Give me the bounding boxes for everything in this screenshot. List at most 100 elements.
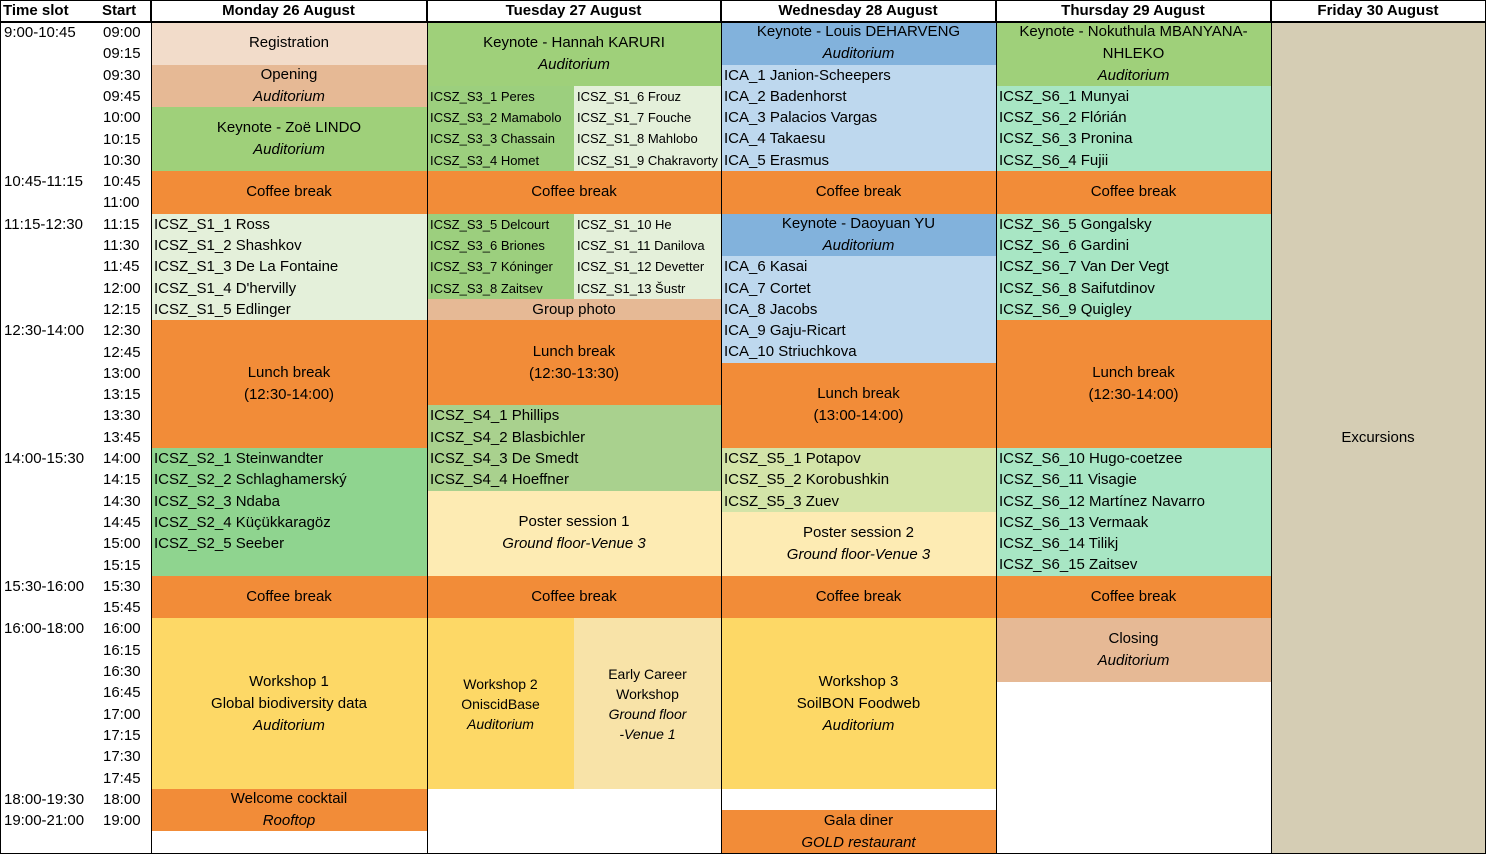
session-entry: ICSZ_S1_7 Fouche xyxy=(577,110,692,126)
header-day-wednesday: Wednesday 28 August xyxy=(721,0,996,22)
session-entry: ICA_5 Erasmus xyxy=(724,151,830,169)
block-title-line: Early Career xyxy=(608,665,687,682)
block-session-s1-tue-b: ICSZ_S1_6 Frouz ICSZ_S1_7 Fouche ICSZ_S1_8… xyxy=(574,85,721,172)
grid-vertical-line xyxy=(721,0,722,854)
start-time-label: 09:15 xyxy=(103,45,141,63)
block-opening: Opening Auditorium xyxy=(151,64,427,108)
session-entry: ICSZ_S1_6 Frouz xyxy=(577,88,682,104)
block-poster-session-2: Poster session 2 Ground floor-Venue 3 xyxy=(721,511,996,576)
session-entry: ICSZ_S3_4 Homet xyxy=(430,152,540,168)
start-time-label: 16:45 xyxy=(103,684,141,702)
session-entry: ICA_8 Jacobs xyxy=(724,300,818,318)
session-entry: ICA_4 Takaesu xyxy=(724,130,826,148)
block-venue-line: Auditorium xyxy=(822,45,895,63)
start-time-label: 14:45 xyxy=(103,513,141,531)
block-title-line: Opening xyxy=(260,65,318,83)
session-entry: ICSZ_S6_4 Fujii xyxy=(999,151,1109,169)
block-venue-line: Auditorium xyxy=(467,715,534,732)
session-entry: ICSZ_S6_3 Pronina xyxy=(999,130,1133,148)
time-slot-label: 19:00-21:00 xyxy=(4,812,85,830)
session-entry: ICSZ_S1_11 Danilova xyxy=(577,237,705,253)
block-title-line: Workshop xyxy=(616,685,679,702)
block-coffee-mon-2: Coffee break xyxy=(151,575,427,619)
block-venue-line: Rooftop xyxy=(262,812,316,830)
block-venue-line: Auditorium xyxy=(822,236,895,254)
session-entry: ICSZ_S1_10 He xyxy=(577,216,672,232)
block-title-line: Keynote - Daoyuan YU xyxy=(781,214,936,232)
block-title-line: Coffee break xyxy=(1090,588,1177,606)
session-entry: ICA_3 Palacios Vargas xyxy=(724,109,878,127)
block-session-s6-thu-2: ICSZ_S6_5 Gongalsky ICSZ_S6_6 Gardini ICSZ… xyxy=(996,213,1271,321)
grid-top-line xyxy=(0,0,1486,1)
start-time-label: 14:00 xyxy=(103,450,141,467)
block-title-line: Workshop 1 xyxy=(249,672,329,690)
grid-vertical-line xyxy=(427,0,428,854)
block-closing: Closing Auditorium xyxy=(996,618,1271,683)
start-time-label: 16:15 xyxy=(103,641,141,659)
block-group-photo: Group photo xyxy=(427,298,721,321)
start-time-label: 12:00 xyxy=(103,279,141,297)
block-session-s5-wed: ICSZ_S5_1 Potapov ICSZ_S5_2 Korobushkin IC… xyxy=(721,448,996,512)
start-time-label: 17:15 xyxy=(103,726,141,744)
session-entry: ICA_7 Cortet xyxy=(724,279,811,297)
start-time-label: 09:45 xyxy=(103,87,141,105)
start-time-label: 12:15 xyxy=(103,300,141,318)
start-time-label: 09:00 xyxy=(103,24,141,41)
time-slot-label: 11:15-12:30 xyxy=(4,215,83,233)
session-entry: ICSZ_S1_5 Edlinger xyxy=(154,300,291,318)
block-title-line: Coffee break xyxy=(246,183,332,201)
block-venue-line: Ground floor-Venue 3 xyxy=(502,535,646,553)
block-excursions: Excursions xyxy=(1271,22,1485,853)
block-title-line: Keynote - Louis DEHARVENG xyxy=(756,23,961,41)
block-coffee-wed-1: Coffee break xyxy=(721,171,996,214)
time-slot-label: 16:00-18:00 xyxy=(4,620,85,638)
session-entry: ICSZ_S6_12 Martínez Navarro xyxy=(999,492,1205,510)
block-title-line: Lunch break xyxy=(247,364,331,382)
start-time-label: 15:30 xyxy=(103,577,141,595)
block-welcome-cocktail: Welcome cocktail Rooftop xyxy=(151,788,427,832)
session-entry: ICSZ_S1_12 Devetter xyxy=(577,259,705,275)
block-venue-line: Auditorium xyxy=(253,716,325,734)
session-entry: ICA_9 Gaju-Ricart xyxy=(724,322,846,340)
session-entry: ICSZ_S1_13 Šustr xyxy=(577,280,686,296)
block-title-line: Workshop 2 xyxy=(463,675,538,692)
block-session-s1-tue-d: ICSZ_S1_10 He ICSZ_S1_11 Danilova ICSZ_S1_… xyxy=(574,213,721,299)
block-venue-line: GOLD restaurant xyxy=(801,833,916,851)
block-early-career-workshop: Early Career Workshop Ground floor -Venue 1 xyxy=(574,618,721,789)
block-venue-line: Auditorium xyxy=(822,716,895,734)
header-day-monday: Monday 26 August xyxy=(151,0,427,22)
start-time-label: 18:00 xyxy=(103,790,141,808)
header-day-friday: Friday 30 August xyxy=(1271,0,1486,22)
block-title-line: Global biodiversity data xyxy=(211,694,367,712)
block-venue-line: Ground floor-Venue 3 xyxy=(786,545,931,563)
session-entry: ICSZ_S5_2 Korobushkin xyxy=(724,471,890,489)
start-time-label: 10:00 xyxy=(103,109,141,127)
session-entry: ICSZ_S3_7 Kóninger xyxy=(430,259,553,275)
block-title-line: NHLEKO xyxy=(1102,44,1165,62)
session-entry: ICSZ_S3_8 Zaitsev xyxy=(430,280,543,296)
block-title-line: Lunch break xyxy=(532,342,616,360)
block-venue-line: Auditorium xyxy=(1097,66,1170,84)
time-slot-label: 14:00-15:30 xyxy=(4,450,85,467)
session-entry: ICSZ_S6_14 Tilikj xyxy=(999,535,1119,553)
session-entry: ICSZ_S6_10 Hugo-coetzee xyxy=(999,450,1183,467)
session-entry: ICSZ_S6_9 Quigley xyxy=(999,300,1132,318)
start-time-label: 16:30 xyxy=(103,663,141,680)
time-slot-label: 15:30-16:00 xyxy=(4,577,85,595)
session-entry: ICSZ_S6_6 Gardini xyxy=(999,236,1130,254)
session-entry: ICSZ_S1_3 De La Fontaine xyxy=(154,258,339,276)
session-entry: ICSZ_S3_5 Delcourt xyxy=(430,216,550,232)
block-venue-line: Ground floor xyxy=(608,705,687,722)
start-time-label: 17:00 xyxy=(103,705,141,723)
session-entry: ICSZ_S1_8 Mahlobo xyxy=(577,131,698,147)
start-time-label: 11:00 xyxy=(103,194,140,212)
block-coffee-thu-1: Coffee break xyxy=(996,171,1271,214)
block-session-s6-thu-3: ICSZ_S6_10 Hugo-coetzee ICSZ_S6_11 Visagi… xyxy=(996,448,1271,576)
session-entry: ICSZ_S6_15 Zaitsev xyxy=(999,556,1138,574)
block-session-s6-thu-1: ICSZ_S6_1 Munyai ICSZ_S6_2 Flórián ICSZ_S6… xyxy=(996,85,1271,172)
block-session-s2-mon: ICSZ_S2_1 Steinwandter ICSZ_S2_2 Schlagha… xyxy=(151,448,427,576)
session-entry: ICSZ_S5_3 Zuev xyxy=(724,492,840,510)
block-title-line: Poster session 1 xyxy=(518,513,630,531)
block-lunch-wed: Lunch break (13:00-14:00) xyxy=(721,362,996,448)
start-time-label: 13:15 xyxy=(103,386,141,404)
